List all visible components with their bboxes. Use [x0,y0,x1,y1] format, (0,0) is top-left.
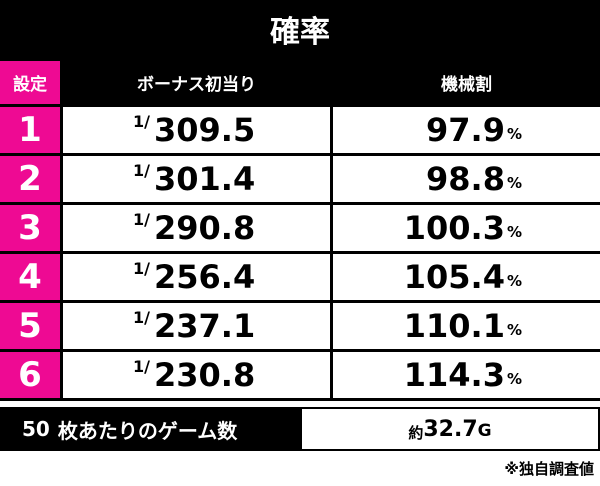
bonus-cell: 1/301.4 [63,156,330,202]
payout-value: 97.9 [426,111,505,149]
payout-cell: 105.4% [333,254,600,300]
table: 設定 ボーナス初当り 機械割 1 1/309.5 97.9% 2 1/301.4 98.8% 3 1… [0,58,600,401]
bonus-cell: 1/290.8 [63,205,330,251]
payout-cell: 114.3% [333,352,600,398]
bonus-prefix: 1/ [133,112,150,131]
bonus-prefix: 1/ [133,210,150,229]
payout-value: 100.3 [403,209,505,247]
header-cell: ボーナス初当り [137,75,256,95]
payout-unit: % [506,125,522,143]
bonus-value: 290.8 [153,209,256,247]
payout-cell: 97.9% [333,107,600,153]
payout-cell: 100.3% [333,205,600,251]
setting-cell: 6 [0,352,60,398]
payout-value: 114.3 [403,356,505,394]
footer-number-value: 32.7 [423,416,478,442]
payout-cell: 98.8% [333,156,600,202]
bonus-cell: 1/237.1 [63,303,330,349]
setting-cell: 5 [0,303,60,349]
bonus-value: 230.8 [153,356,256,394]
bonus-cell: 1/309.5 [63,107,330,153]
header-cell: 機械割 [441,75,492,95]
bonus-prefix: 1/ [133,259,150,278]
bonus-value: 309.5 [153,111,256,149]
bonus-prefix: 1/ [133,161,150,180]
footer-text: 枚あたりのゲーム数 [57,418,238,443]
payout-unit: % [506,370,522,388]
footer-prefix: 約 [408,423,424,442]
bonus-value: 256.4 [153,258,256,296]
payout-value: 110.1 [403,307,505,345]
setting-cell: 4 [0,254,60,300]
payout-cell: 110.1% [333,303,600,349]
setting-cell: 2 [0,156,60,202]
bonus-prefix: 1/ [133,357,150,376]
note: ※独自調査値 [504,460,594,478]
footer-number: 50 [22,417,50,441]
bonus-cell: 1/230.8 [63,352,330,398]
payout-unit: % [506,223,522,241]
payout-value: 98.8 [426,160,505,198]
header-cell: 設定 [0,61,60,104]
payout-value: 105.4 [403,258,505,296]
footer-unit: G [477,421,492,441]
title: 確率 [0,0,600,58]
footer-label: 50 枚あたりのゲーム数 [0,407,300,451]
bonus-value: 237.1 [153,307,256,345]
payout-unit: % [506,174,522,192]
payout-unit: % [506,272,522,290]
payout-unit: % [506,321,522,339]
bonus-value: 301.4 [153,160,256,198]
bonus-cell: 1/256.4 [63,254,330,300]
setting-cell: 1 [0,107,60,153]
footer-value: 約 32.7 G [300,407,600,451]
bonus-prefix: 1/ [133,308,150,327]
setting-cell: 3 [0,205,60,251]
